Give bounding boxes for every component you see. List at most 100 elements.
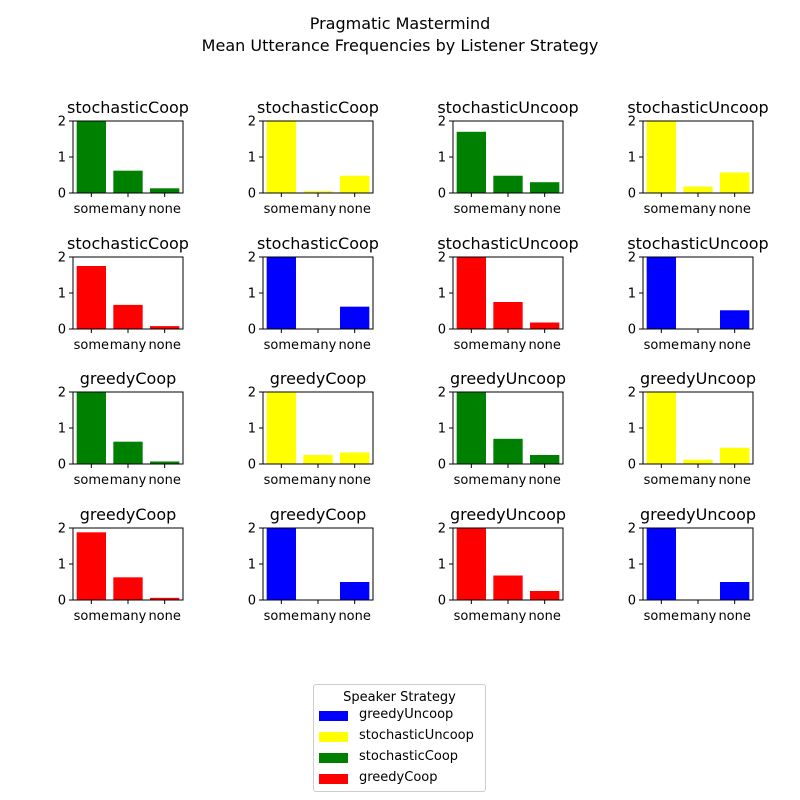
subplot: 0 1 2 some many none stochasticCoop [248, 98, 379, 217]
y-tick-label: 2 [628, 115, 636, 130]
x-tick-label: many [110, 338, 147, 353]
y-tick-label: 0 [438, 323, 446, 338]
x-tick-label: some [264, 202, 299, 217]
legend-item: greedyUncoop [314, 706, 485, 727]
y-tick-label: 1 [628, 558, 636, 573]
y-tick-label: 0 [628, 458, 636, 473]
y-tick-label: 1 [58, 558, 66, 573]
legend-title: Speaker Strategy [343, 690, 456, 705]
y-tick-label: 2 [58, 522, 66, 537]
y-tick-label: 2 [248, 251, 256, 266]
y-tick-label: 0 [438, 458, 446, 473]
x-tick-label: some [264, 609, 299, 624]
bar [150, 326, 180, 329]
bar [266, 257, 296, 329]
bar [340, 582, 370, 600]
x-tick-label: some [74, 609, 109, 624]
x-tick-label: many [110, 473, 147, 488]
subplot-title: stochasticCoop [257, 98, 379, 117]
subplot: 0 1 2 some many none stochasticCoop [248, 234, 379, 353]
x-tick-label: many [300, 473, 337, 488]
x-tick-label: many [300, 338, 337, 353]
x-tick-label: many [490, 338, 527, 353]
bar [493, 302, 523, 329]
subplot: 0 1 2 some many none stochasticUncoop [437, 98, 578, 217]
subplot-title: greedyCoop [80, 505, 177, 524]
legend-item: stochasticUncoop [314, 727, 485, 748]
x-tick-label: none [718, 609, 750, 624]
legend-label: greedyUncoop [359, 707, 454, 722]
x-tick-label: none [148, 338, 180, 353]
x-tick-label: many [110, 202, 147, 217]
y-tick-label: 1 [438, 287, 446, 302]
subplot-title: greedyUncoop [450, 369, 566, 388]
x-tick-label: some [454, 338, 489, 353]
x-tick-label: none [338, 473, 370, 488]
legend-swatch [319, 774, 348, 784]
x-tick-label: many [490, 202, 527, 217]
x-tick-label: some [74, 473, 109, 488]
subplot: 0 1 2 some many none stochasticUncoop [437, 234, 578, 353]
x-tick-label: some [264, 473, 299, 488]
y-tick-label: 0 [438, 187, 446, 202]
x-tick-label: some [264, 338, 299, 353]
subplot: 0 1 2 some many none stochasticUncoop [627, 234, 768, 353]
legend-label: stochasticUncoop [359, 728, 474, 743]
subplot-title: greedyUncoop [640, 369, 756, 388]
x-tick-label: none [338, 338, 370, 353]
subplot: 0 1 2 some many none greedyCoop [248, 505, 374, 624]
subplot: 0 1 2 some many none greedyCoop [58, 505, 184, 624]
bar [720, 172, 750, 193]
legend: Speaker Strategy greedyUncoop stochasticU… [313, 684, 486, 792]
bar [720, 582, 750, 600]
x-tick-label: none [338, 609, 370, 624]
bar [150, 188, 180, 193]
bar [683, 459, 713, 464]
y-tick-label: 2 [628, 386, 636, 401]
bar [150, 597, 180, 600]
y-tick-label: 1 [628, 151, 636, 166]
subplot-title: stochasticUncoop [627, 234, 768, 253]
bar [76, 532, 106, 600]
y-tick-label: 1 [628, 422, 636, 437]
y-tick-label: 0 [628, 187, 636, 202]
y-tick-label: 2 [248, 386, 256, 401]
subplot-title: stochasticUncoop [627, 98, 768, 117]
y-tick-label: 2 [438, 251, 446, 266]
bar [340, 306, 370, 329]
y-tick-label: 1 [438, 558, 446, 573]
x-tick-label: none [148, 202, 180, 217]
x-tick-label: many [300, 609, 337, 624]
x-tick-label: none [718, 338, 750, 353]
x-tick-label: none [528, 473, 560, 488]
x-tick-label: some [74, 202, 109, 217]
y-tick-label: 0 [628, 323, 636, 338]
legend-item: stochasticCoop [314, 748, 485, 769]
bar [113, 441, 143, 464]
y-tick-label: 2 [58, 115, 66, 130]
bar [76, 392, 106, 464]
x-tick-label: many [680, 473, 717, 488]
bar [266, 392, 296, 464]
x-tick-label: some [454, 202, 489, 217]
y-tick-label: 2 [438, 522, 446, 537]
bar [456, 528, 486, 600]
figure-title: Pragmatic Mastermind [309, 14, 491, 33]
bar [646, 121, 676, 193]
subplot: 0 1 2 some many none stochasticCoop [58, 234, 189, 353]
y-tick-label: 1 [438, 151, 446, 166]
y-tick-label: 2 [58, 251, 66, 266]
subplot: 0 1 2 some many none greedyUncoop [628, 369, 756, 488]
x-tick-label: none [148, 473, 180, 488]
y-tick-label: 1 [248, 422, 256, 437]
x-tick-label: many [300, 202, 337, 217]
y-tick-label: 2 [628, 522, 636, 537]
bar [493, 575, 523, 600]
bar [646, 528, 676, 600]
y-tick-label: 0 [628, 594, 636, 609]
bar [303, 455, 333, 464]
y-tick-label: 2 [438, 115, 446, 130]
y-tick-label: 0 [58, 594, 66, 609]
